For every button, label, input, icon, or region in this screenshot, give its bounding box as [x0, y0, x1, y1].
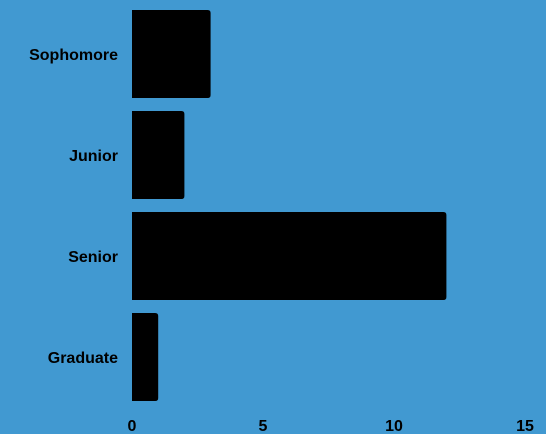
category-label-junior: Junior	[69, 148, 118, 165]
x-tick-label-10: 10	[385, 418, 403, 434]
bars-group	[132, 10, 447, 401]
bar-sophomore	[132, 10, 211, 98]
x-tick-label-0: 0	[128, 418, 137, 434]
bar-graduate	[132, 313, 159, 401]
category-label-graduate: Graduate	[48, 350, 118, 367]
x-tick-labels: 0 5 10 15	[128, 418, 534, 434]
category-labels: Sophomore Junior Senior Graduate	[29, 47, 118, 367]
category-label-sophomore: Sophomore	[29, 47, 118, 64]
bar-senior	[132, 212, 447, 300]
category-label-senior: Senior	[68, 249, 118, 266]
x-tick-label-15: 15	[516, 418, 534, 434]
bar-junior	[132, 111, 185, 199]
x-tick-label-5: 5	[259, 418, 268, 434]
